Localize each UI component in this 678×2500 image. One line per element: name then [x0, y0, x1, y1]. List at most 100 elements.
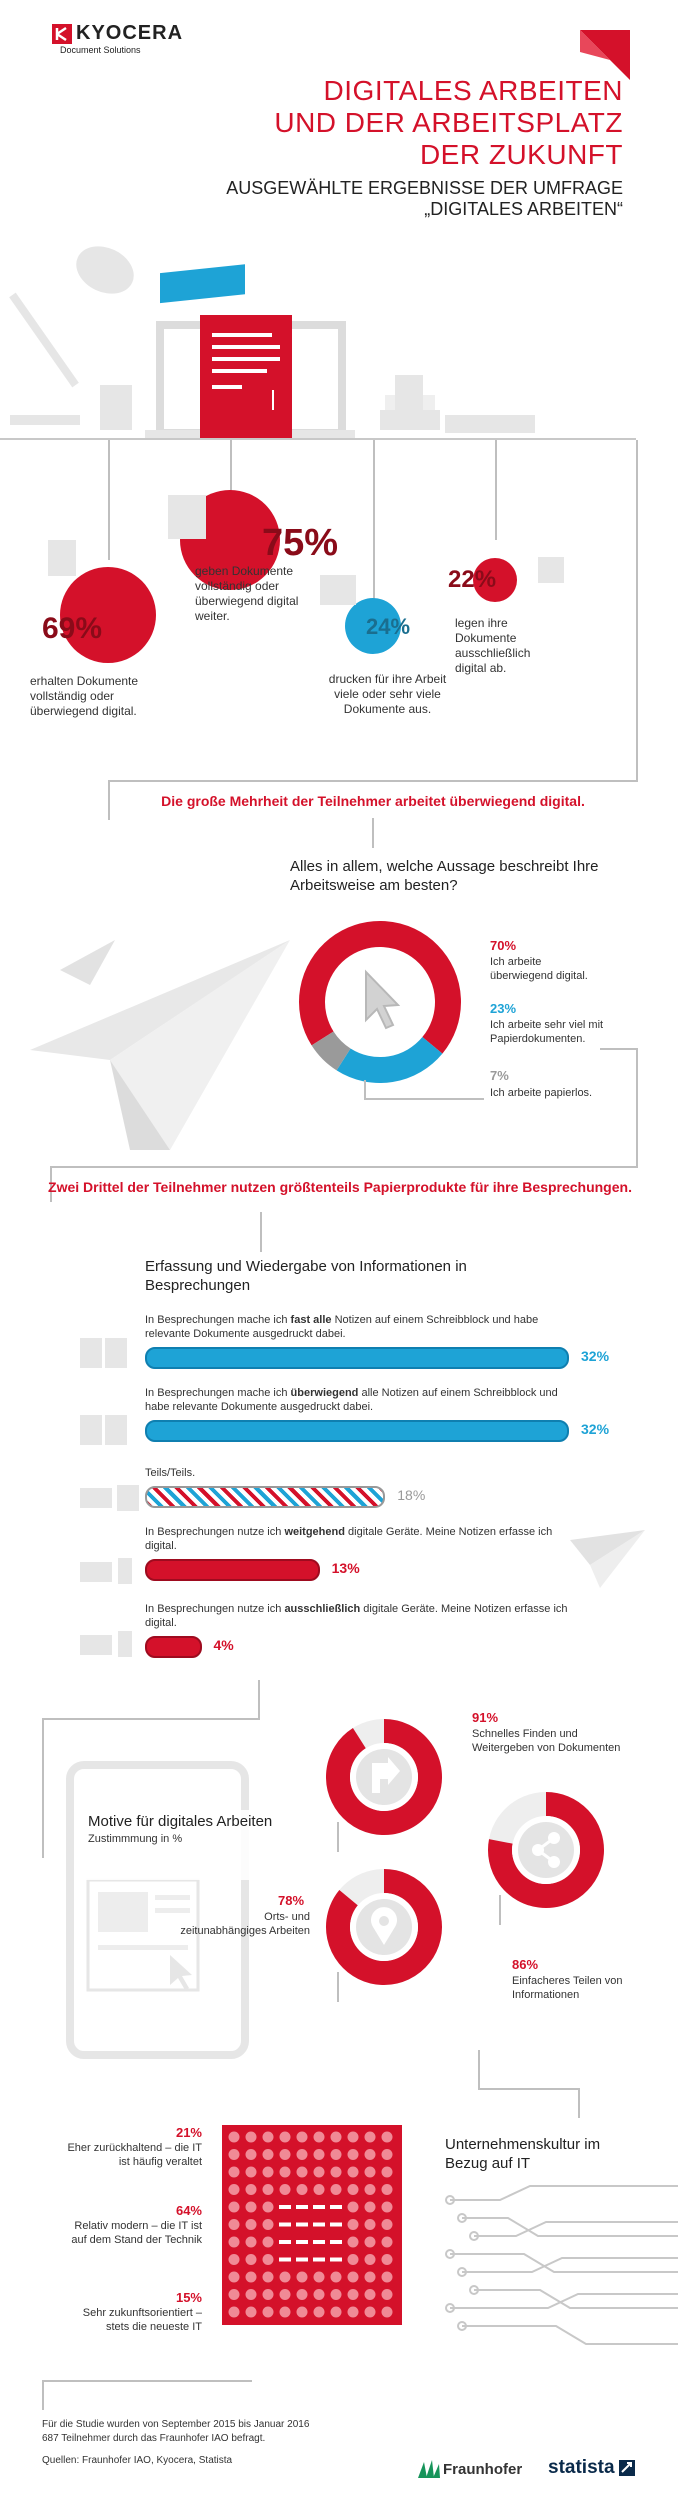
stat-24-text: drucken für ihre Arbeit viele oder sehr …: [328, 672, 447, 716]
fraunhofer-logo-icon: [418, 2460, 440, 2478]
brand-name: KYOCERA: [76, 22, 184, 44]
motive-86-label: Einfacheres Teilen von Informationen: [512, 1975, 623, 2001]
floppy-disk-icon: [538, 557, 564, 583]
headline-2: Zwei Drittel der Teilnehmer nutzen größt…: [48, 1179, 632, 1195]
section4-title: Motive für digitales Arbeiten: [88, 1813, 273, 1830]
bar-value-3: 13%: [331, 1560, 360, 1576]
desk-illustration: [0, 246, 636, 440]
donut-70-label: Ich arbeite überwiegend digital.: [490, 956, 588, 982]
phone-icon: [118, 1558, 132, 1584]
kyocera-logo: KYOCERA Document Solutions: [52, 22, 183, 55]
laptop-icon: [80, 1562, 112, 1582]
bar-3: [145, 1559, 320, 1581]
pencil-cup-icon: [100, 385, 132, 430]
section3-title: Erfassung und Wiedergabe von Information…: [145, 1258, 467, 1294]
bar-value-2: 18%: [397, 1487, 426, 1503]
section5-title: Unternehmenskultur im Bezug auf IT: [445, 2136, 601, 2172]
stat-75-text: geben Dokumente vollständig oder überwie…: [195, 564, 299, 623]
desk-lamp-icon: [9, 246, 134, 425]
title-line-1: DIGITALES ARBEITEN: [323, 75, 623, 106]
circle-22: [473, 558, 517, 602]
section1-circles: [48, 490, 564, 663]
notepad-icon: [80, 1338, 102, 1368]
bar-text-0: In Besprechungen mache ich fast alle Not…: [145, 1314, 539, 1340]
brand-sub: Document Solutions: [60, 45, 141, 55]
kyocera-logo-icon: [52, 23, 72, 44]
motive-donut-1: [488, 1792, 604, 1925]
it-21-label: Eher zurückhaltend – die IT ist häufig v…: [67, 2142, 202, 2168]
device-icons: [80, 1338, 139, 1657]
statista-logo-icon: [618, 2460, 635, 2476]
stat-24-value: 24%: [366, 614, 411, 639]
bar-text-2: Teils/Teils.: [145, 1467, 196, 1479]
stat-69-value: 69%: [42, 612, 103, 645]
donut-segment-2: [311, 1031, 351, 1071]
share-icon: [532, 1832, 560, 1868]
motive-donut-2: [326, 1869, 442, 2002]
motive-91-value: 91%: [472, 1710, 499, 1725]
it-64-value: 64%: [175, 2203, 202, 2218]
bar-text-3: In Besprechungen nutze ich weitgehend di…: [145, 1526, 553, 1552]
bar-text-4: In Besprechungen nutze ich ausschließlic…: [145, 1603, 568, 1629]
forward-document-icon: [168, 495, 206, 539]
it-15-label: Sehr zukunftsorientiert – stets die neue…: [82, 2307, 202, 2333]
stat-75-value: 75%: [262, 522, 339, 564]
mug-icon: [395, 375, 423, 410]
circuit-illustration: [445, 2185, 678, 2345]
paper-plane-illustration: [30, 940, 290, 1150]
book-icon: [445, 415, 535, 433]
it-culture-dot-grid: [222, 2125, 402, 2325]
bar-text-1: In Besprechungen mache ich überwiegend a…: [145, 1387, 558, 1413]
title-line-3: DER ZUKUNFT: [419, 139, 623, 170]
bar-0: [145, 1347, 569, 1369]
cursor-icon: [365, 969, 401, 1030]
forward-arrow-icon: [372, 1757, 400, 1793]
statista-logo: statista: [548, 2457, 635, 2479]
it-64-label: Relativ modern – die IT ist auf dem Stan…: [71, 2220, 202, 2246]
stat-22-text: legen ihre Dokumente ausschließlich digi…: [455, 616, 531, 675]
corner-arrow-icon: [580, 30, 630, 80]
it-15-value: 15%: [175, 2290, 202, 2305]
bar-4: [145, 1636, 202, 1658]
donut-chart: [299, 921, 461, 1083]
headline-1: Die große Mehrheit der Teilnehmer arbeit…: [161, 793, 585, 809]
section4-subtitle: Zustimmmung in %: [88, 1833, 183, 1845]
motive-78-value: 78%: [278, 1893, 305, 1908]
donut-segment-0: [299, 921, 461, 1054]
motive-86-value: 86%: [512, 1957, 539, 1972]
bar-value-0: 32%: [581, 1348, 610, 1364]
statista-logo-text: statista: [548, 2457, 615, 2478]
motive-91-label: Schnelles Finden und Weitergeben von Dok…: [472, 1728, 621, 1754]
main-title: DIGITALES ARBEITEN UND DER ARBEITSPLATZ …: [274, 75, 623, 171]
notepad-icon: [80, 1415, 102, 1445]
footer-note-1: Für die Studie wurden von September 2015…: [42, 2419, 310, 2430]
donut-23-value: 23%: [490, 1001, 517, 1016]
laptop-icon: [80, 1635, 112, 1655]
footer-note-2: 687 Teilnehmer durch das Fraunhofer IAO …: [42, 2433, 266, 2444]
stat-69-text: erhalten Dokumente vollständig oder über…: [30, 674, 139, 718]
motives-donuts: [326, 1719, 604, 2002]
donut-7-value: 7%: [490, 1068, 509, 1083]
bar-2: [145, 1486, 386, 1508]
fraunhofer-logo-text: Fraunhofer: [443, 2460, 523, 2478]
red-document-icon: [160, 264, 292, 440]
document-icon: [48, 540, 76, 576]
title-line-2: UND DER ARBEITSPLATZ: [274, 107, 623, 138]
footer-note: Für die Studie wurden von September 2015…: [42, 2418, 309, 2468]
subtitle-line-1: AUSGEWÄHLTE ERGEBNISSE DER UMFRAGE: [226, 178, 623, 198]
laptop-icon: [80, 1488, 112, 1508]
donut-23-label: Ich arbeite sehr viel mit Papierdokument…: [490, 1019, 604, 1045]
location-pin-icon: [371, 1907, 398, 1945]
bar-1: [145, 1420, 569, 1442]
bar-value-4: 4%: [213, 1637, 234, 1653]
phone-icon: [118, 1631, 132, 1657]
donut-70-value: 70%: [490, 938, 517, 953]
phone-icon: [380, 410, 440, 430]
notepad-icon: [117, 1485, 139, 1511]
circle-24: [345, 598, 401, 654]
stat-22-value: 22%: [448, 566, 497, 593]
printer-icon: [320, 575, 356, 605]
fraunhofer-logo: Fraunhofer: [418, 2460, 522, 2478]
subtitle-line-2: „DIGITALES ARBEITEN“: [424, 199, 623, 219]
tablet-illustration: [66, 1761, 249, 2059]
